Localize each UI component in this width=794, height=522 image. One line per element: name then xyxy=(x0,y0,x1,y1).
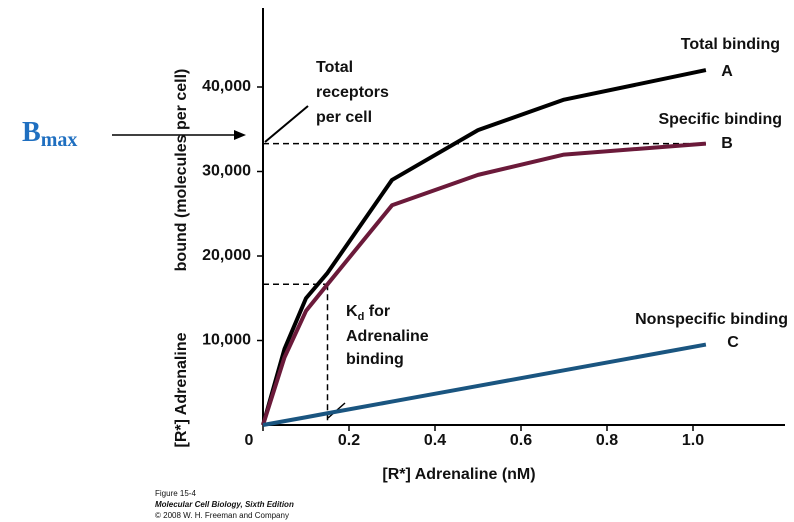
bmax-label: B xyxy=(22,117,41,148)
series-letter: A xyxy=(721,63,733,80)
x-tick-label: 0.8 xyxy=(596,432,618,449)
arrow-head xyxy=(234,130,246,140)
series-label: Total binding xyxy=(681,36,780,53)
annotation: d xyxy=(358,311,365,323)
bmax-label: max xyxy=(41,129,78,151)
y-tick-label: 30,000 xyxy=(202,163,251,180)
y-tick-label: 20,000 xyxy=(202,247,251,264)
series-label: Specific binding xyxy=(658,111,782,128)
annotation: K xyxy=(346,303,358,320)
y-axis-title: [R*] Adrenaline xyxy=(173,332,190,447)
series-letter: B xyxy=(721,135,733,152)
bmax-label: Bmax xyxy=(22,117,77,150)
x-tick-label: 0.2 xyxy=(338,432,360,449)
y-axis-title: bound (molecules per cell) xyxy=(173,69,190,272)
series-label: Nonspecific binding xyxy=(635,311,788,328)
annotation: Adrenaline xyxy=(346,328,429,345)
series-line xyxy=(261,68,707,426)
x-tick-label: 0.4 xyxy=(424,432,446,449)
annotation: receptors xyxy=(316,84,389,101)
series-line xyxy=(261,141,707,426)
annotation: per cell xyxy=(316,109,372,126)
caption: © 2008 W. H. Freeman and Company xyxy=(155,511,289,520)
y-tick-label: 10,000 xyxy=(202,332,251,349)
series-line xyxy=(262,342,707,427)
x-tick-label: 0 xyxy=(245,432,254,449)
series-letter: C xyxy=(727,334,739,351)
caption: Molecular Cell Biology, Sixth Edition xyxy=(155,500,294,509)
annotation: binding xyxy=(346,351,404,368)
annotation: for xyxy=(364,303,390,320)
y-tick-label: 40,000 xyxy=(202,78,251,95)
x-tick-label: 1.0 xyxy=(682,432,704,449)
pointer xyxy=(264,105,309,143)
x-tick-label: 0.6 xyxy=(510,432,532,449)
annotation: Total xyxy=(316,59,353,76)
caption: Figure 15-4 xyxy=(155,489,196,498)
annotation: Kd for xyxy=(346,303,390,323)
x-axis-title: [R*] Adrenaline (nM) xyxy=(382,466,535,483)
